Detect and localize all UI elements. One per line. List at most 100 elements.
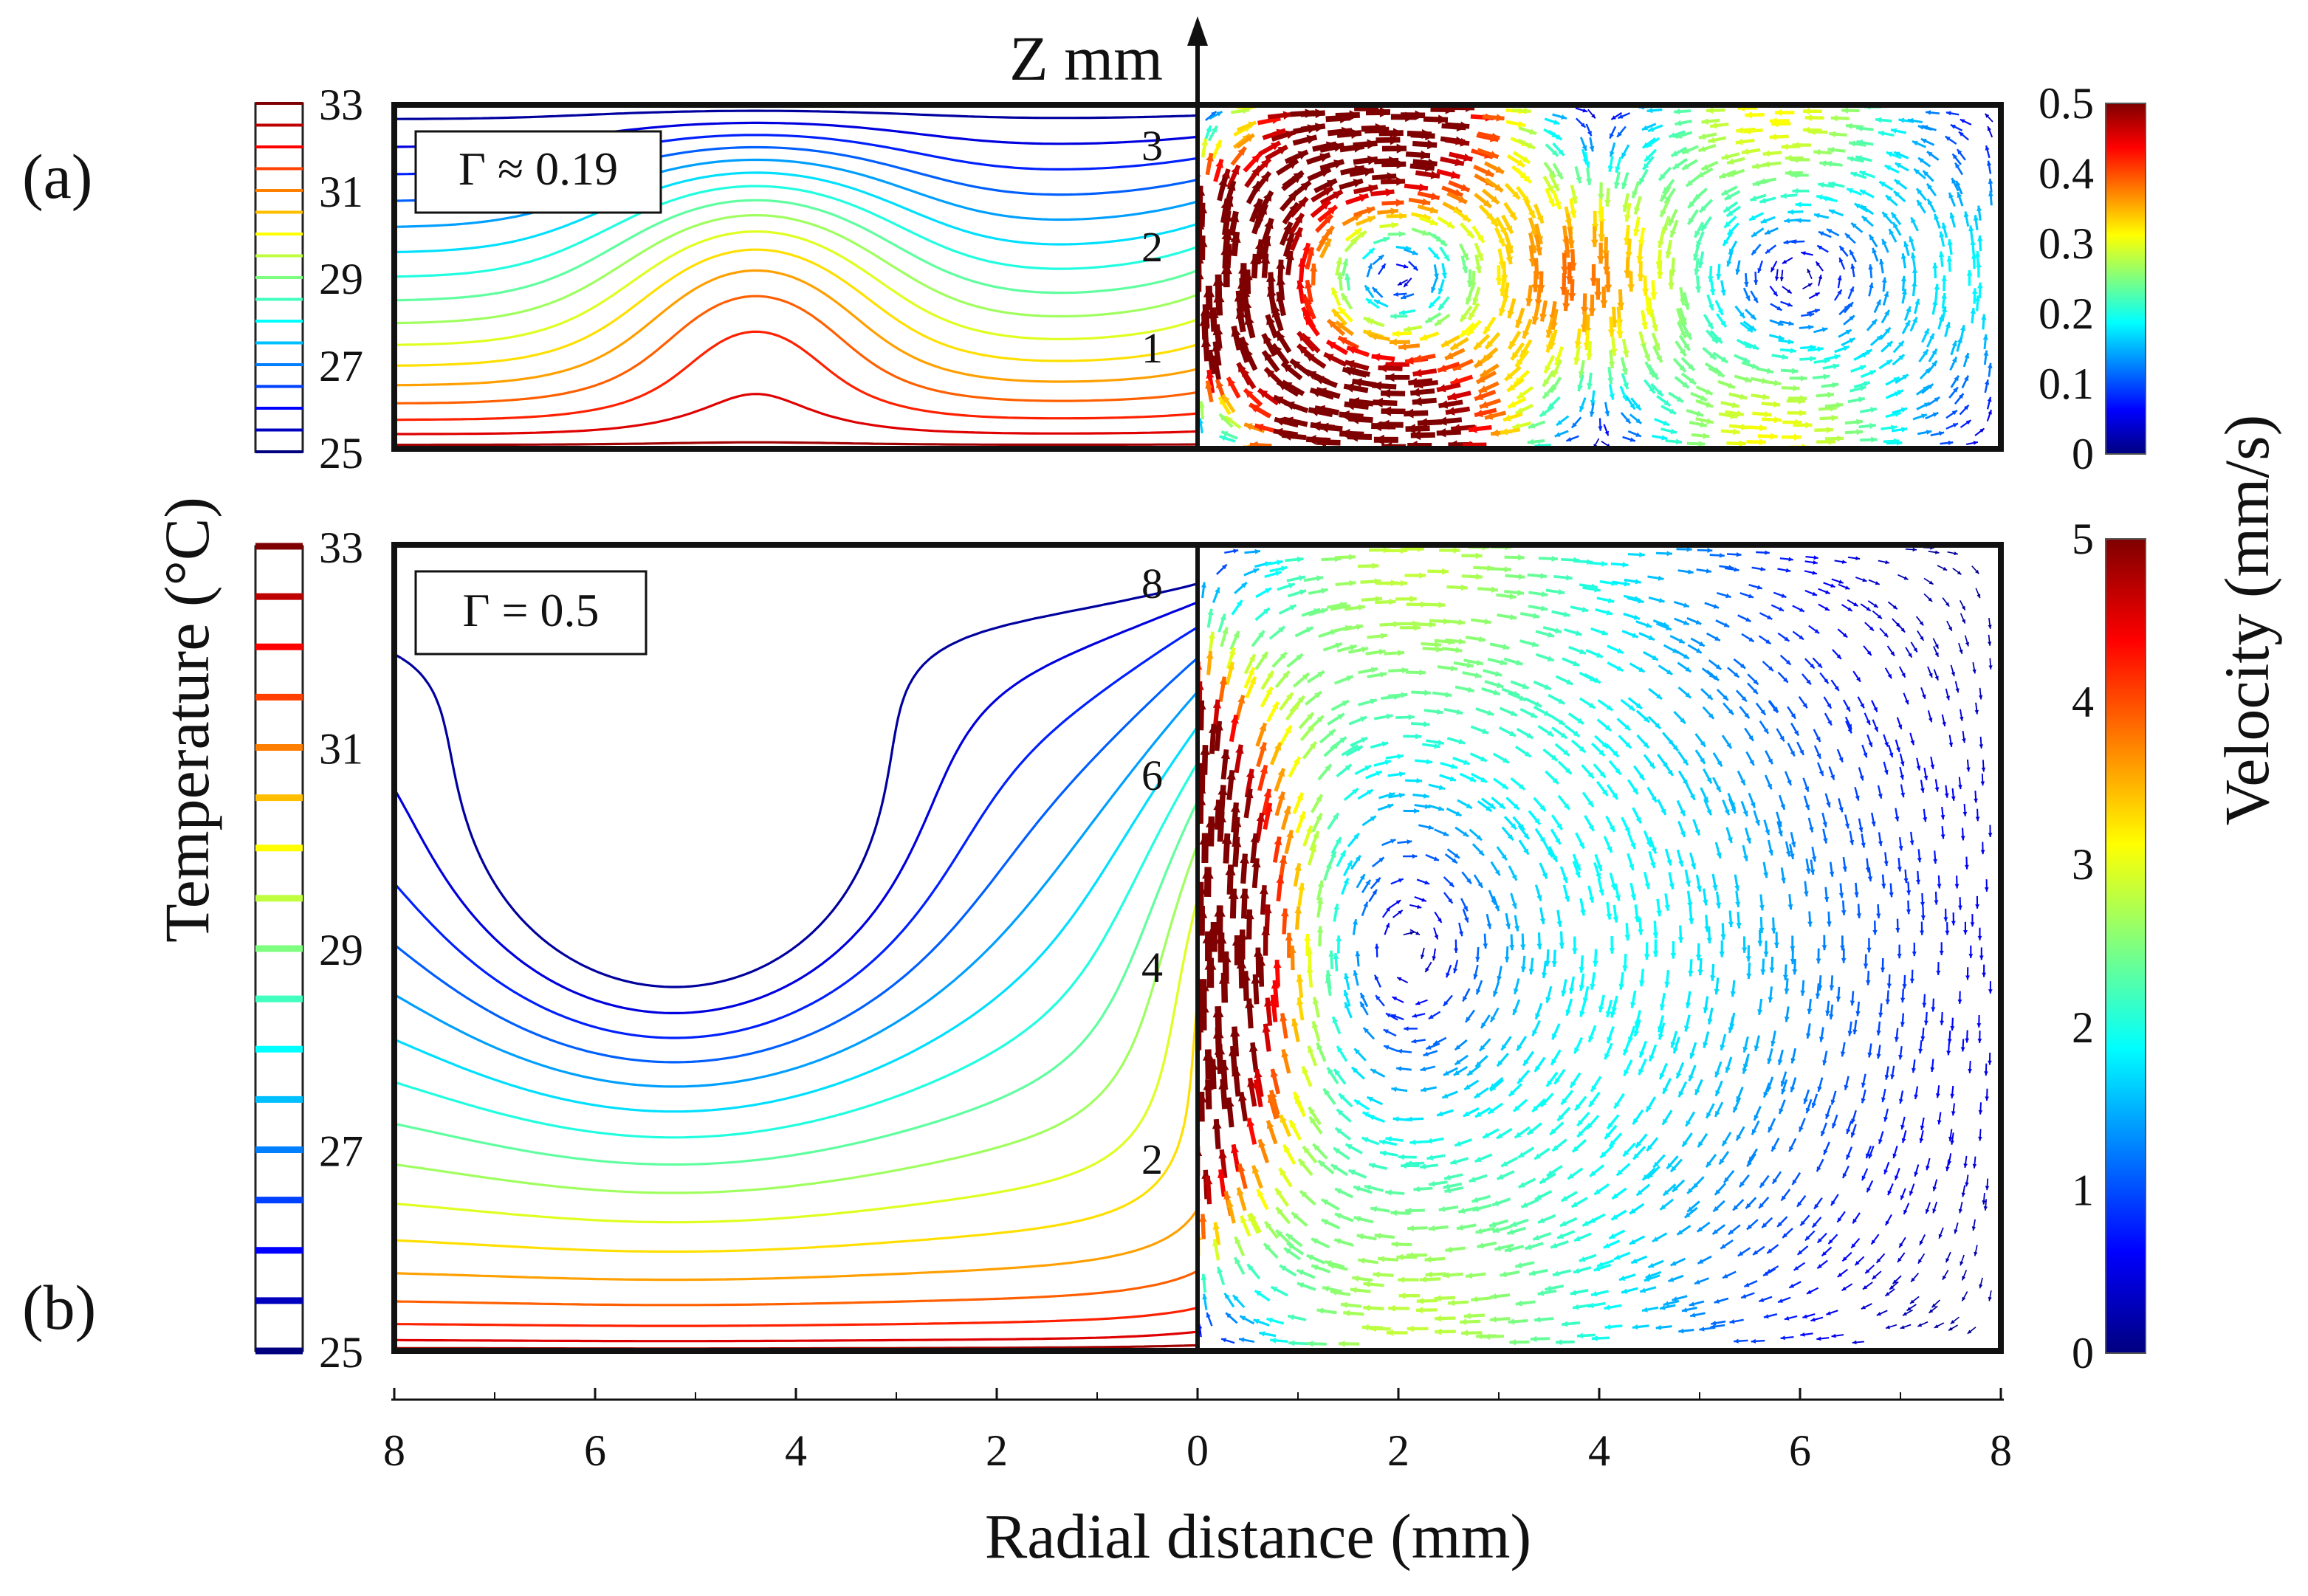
temperature-tick-label: 29 [319,255,363,303]
velocity-arrowhead [1866,947,1872,953]
velocity-arrowhead [1672,1047,1679,1053]
velocity-arrowhead [1472,297,1479,306]
velocity-arrowhead [1810,869,1816,875]
velocity-arrowhead [1389,338,1397,346]
velocity-arrowhead [1389,598,1396,605]
velocity-arrowhead [1828,1239,1833,1245]
velocity-arrowhead [1965,642,1970,647]
velocity-arrowhead [1981,767,1986,772]
velocity-arrowhead [1358,604,1365,611]
velocity-arrowhead [1932,412,1939,417]
velocity-arrowhead [1317,671,1325,678]
velocity-arrowhead [1491,196,1499,204]
velocity-arrowhead [1927,199,1933,205]
velocity-arrowhead [1269,1094,1277,1103]
velocity-arrowhead [1823,838,1828,844]
velocity-arrowhead [1779,735,1785,742]
velocity-arrowhead [1374,974,1379,980]
velocity-arrowhead [1505,1246,1512,1253]
velocity-arrowhead [1450,171,1460,179]
velocity-arrowhead [1774,109,1782,117]
velocity-arrowhead [1675,132,1683,139]
velocity-arrowhead [1230,802,1240,813]
velocity-arrowhead [1223,244,1234,255]
velocity-arrowhead [1985,145,1990,151]
velocity-arrowhead [1348,1169,1356,1176]
velocity-arrowhead [1225,864,1236,876]
velocity-arrowhead [1407,441,1418,446]
velocity-arrowhead [1926,110,1931,115]
velocity-arrowhead [1541,972,1548,978]
velocity-arrowhead [1933,859,1938,864]
velocity-arrowhead [1375,877,1381,883]
velocity-arrowhead [1545,329,1553,338]
velocity-arrowhead [1897,724,1903,729]
velocity-arrowhead [1791,156,1799,163]
velocity-arrowhead [1817,1238,1822,1243]
velocity-arrowhead [1291,360,1301,370]
velocity-arrowhead [1635,432,1641,437]
velocity-arrowhead [1485,412,1494,420]
velocity-arrowhead [1495,670,1502,677]
velocity-arrowhead [1864,381,1870,387]
velocity-arrowhead [1818,770,1824,776]
velocity-arrowhead [1809,312,1815,317]
velocity-arrowhead [1906,909,1912,915]
velocity-arrowhead [1218,176,1228,187]
velocity-arrowhead [1686,546,1692,552]
velocity-arrowhead [1257,1189,1264,1197]
velocity-arrowhead [1330,1164,1339,1171]
velocity-arrowhead [1553,119,1560,125]
velocity-arrowhead [1742,810,1748,816]
velocity-arrowhead [1652,655,1658,661]
temperature-tick-label: 25 [319,1328,363,1377]
velocity-arrowhead [1748,1156,1754,1162]
velocity-arrowhead [1395,900,1401,905]
velocity-arrowhead [1442,1093,1449,1098]
velocity-arrowhead [1634,916,1640,923]
velocity-arrowhead [1633,228,1641,236]
velocity-arrowhead [1304,934,1311,941]
velocity-arrowhead [1579,1011,1585,1017]
velocity-arrowhead [1790,842,1796,847]
velocity-arrowhead [1233,630,1240,639]
velocity-arrowhead [1635,1141,1642,1148]
velocity-arrowhead [1497,1174,1504,1180]
velocity-arrowhead [1450,343,1459,350]
velocity-arrowhead [1837,289,1842,295]
temperature-contour [394,441,1197,446]
velocity-arrowhead [1494,905,1500,912]
velocity-arrowhead [1340,850,1345,857]
velocity-arrowhead [1436,428,1446,438]
velocity-arrowhead [1769,967,1775,973]
velocity-arrowhead [1405,357,1414,365]
velocity-arrowhead [1264,802,1273,812]
velocity-arrowhead [1550,322,1558,330]
velocity-arrowhead [1748,637,1754,642]
velocity-arrowhead [1951,672,1955,677]
velocity-arrowhead [1949,213,1955,219]
velocity-arrowhead [1938,251,1945,258]
velocity-arrowhead [1953,387,1958,393]
velocity-arrowhead [1596,652,1603,658]
velocity-arrowhead [1909,236,1914,243]
velocity-arrowhead [1429,1180,1435,1187]
velocity-arrowhead [1328,206,1337,215]
velocity-arrowhead [1276,292,1285,302]
velocity-arrowhead [1850,171,1858,178]
velocity-arrowhead [1652,1236,1659,1242]
velocity-arrowhead [1384,760,1391,766]
velocity-arrowhead [1497,976,1502,982]
velocity-arrowhead [1625,418,1631,424]
velocity-arrowhead [1265,588,1271,594]
velocity-arrowhead [1812,1222,1818,1228]
velocity-arrowhead [1610,1140,1615,1146]
velocity-arrowhead [1630,1002,1636,1008]
velocity-arrowhead [1487,709,1494,716]
velocity-arrowhead [1621,152,1627,159]
velocity-arrowhead [1759,197,1766,204]
velocity-arrowhead [1216,111,1223,117]
velocity-arrowhead [1594,586,1601,593]
velocity-arrowhead [1380,1150,1387,1157]
velocity-arrowhead [1434,743,1440,749]
